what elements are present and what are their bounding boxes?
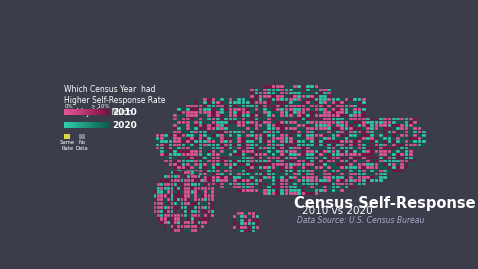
Text: Which Census Year  had
Higher Self-Response Rate
and by How Much: Which Census Year had Higher Self-Respon… xyxy=(65,85,166,117)
Bar xyxy=(79,134,85,139)
Text: > 10%: > 10% xyxy=(91,104,109,108)
Text: Data Source: U.S. Census Bureau: Data Source: U.S. Census Bureau xyxy=(297,215,424,225)
Text: Same
Rate: Same Rate xyxy=(60,140,75,151)
Text: 2010: 2010 xyxy=(112,108,137,117)
Text: 2010 vs 2020: 2010 vs 2020 xyxy=(302,206,372,215)
Text: No
Data: No Data xyxy=(76,140,88,151)
Text: 0%: 0% xyxy=(65,104,73,108)
Text: Census Self-Response Rates: Census Self-Response Rates xyxy=(294,196,478,211)
Text: 2020: 2020 xyxy=(112,121,137,130)
Bar xyxy=(65,134,70,139)
